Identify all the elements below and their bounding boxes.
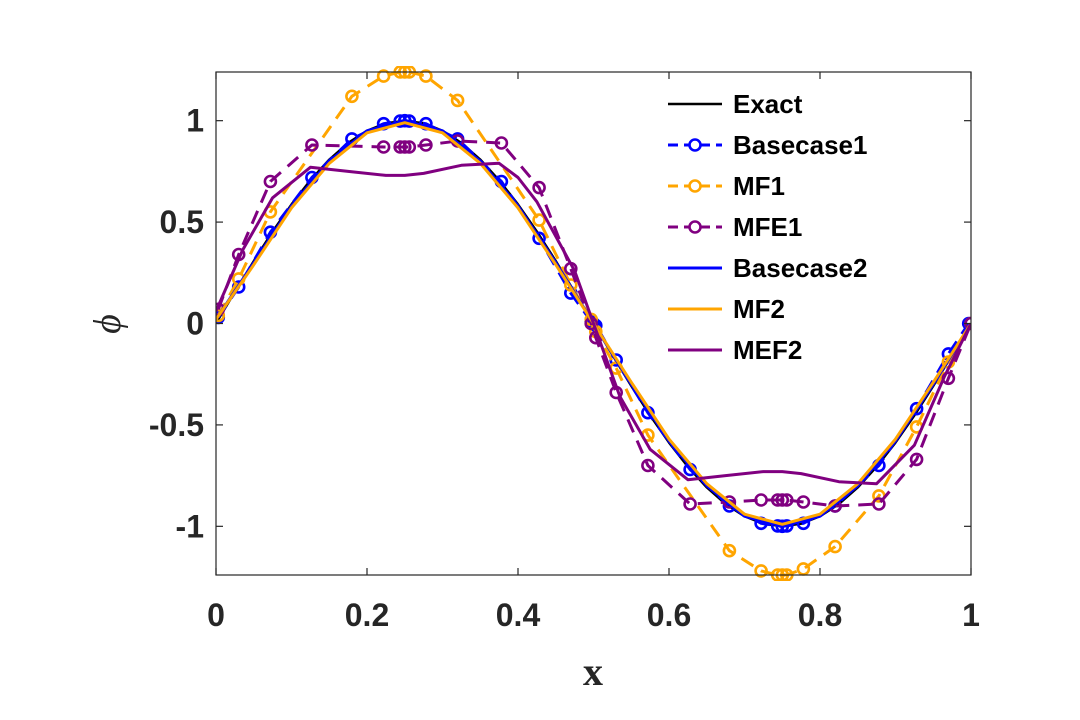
data-point-mfe1 bbox=[402, 140, 417, 154]
data-point-mfe1 bbox=[397, 140, 412, 154]
y-tick-label: 0 bbox=[186, 306, 204, 342]
data-point-mfe1 bbox=[872, 497, 886, 511]
legend-label: MEF2 bbox=[733, 335, 802, 365]
data-point-mfe1 bbox=[775, 493, 790, 507]
y-tick-label: -0.5 bbox=[149, 407, 204, 443]
legend-item-exact: Exact bbox=[668, 89, 803, 119]
x-tick-label: 0.8 bbox=[798, 597, 842, 633]
data-point-mfe1 bbox=[376, 140, 391, 154]
series-line-mef2 bbox=[216, 161, 971, 486]
x-tick-label: 0.4 bbox=[496, 597, 541, 633]
legend-marker bbox=[688, 179, 702, 193]
legend-label: Exact bbox=[733, 89, 803, 119]
data-point-mfe1 bbox=[722, 495, 737, 509]
legend-item-basecase2: Basecase2 bbox=[668, 253, 867, 283]
data-point-mfe1 bbox=[393, 140, 408, 154]
legend-item-mfe1: MFE1 bbox=[668, 212, 802, 242]
legend-item-mf1: MF1 bbox=[668, 171, 785, 201]
data-point-mfe1 bbox=[909, 452, 924, 467]
legend-item-basecase1: Basecase1 bbox=[668, 130, 867, 160]
legend-label: MF1 bbox=[733, 171, 785, 201]
data-point-mf1 bbox=[216, 308, 226, 323]
legend-label: MFE1 bbox=[733, 212, 802, 242]
data-point-mfe1 bbox=[796, 495, 811, 509]
data-point-mf1 bbox=[450, 93, 465, 108]
y-tick-label: -1 bbox=[176, 508, 204, 544]
legend-item-mf2: MF2 bbox=[668, 294, 785, 324]
data-point-mfe1 bbox=[641, 458, 655, 473]
data-point-mfe1 bbox=[263, 174, 278, 189]
series-mef2 bbox=[216, 161, 971, 486]
data-point-mfe1 bbox=[779, 493, 794, 507]
data-point-mfe1 bbox=[494, 136, 509, 150]
ticks-layer: 0 0.2 0.4 0.6 0.8 1 -1 -0.5 0 0.5 1 bbox=[149, 72, 980, 633]
data-point-mfe1 bbox=[532, 180, 546, 195]
legend-item-mef2: MEF2 bbox=[668, 335, 802, 365]
legend: Exact Basecase1 MF1 MFE1 Basecase2 MF2 MEF2 bbox=[668, 89, 867, 365]
series-line-basecase1 bbox=[217, 119, 970, 528]
legend-label: Basecase2 bbox=[733, 253, 867, 283]
data-point-mf1 bbox=[419, 69, 433, 83]
legend-marker bbox=[688, 220, 702, 234]
data-point-mfe1 bbox=[305, 138, 319, 152]
data-point-basecase1 bbox=[909, 401, 924, 416]
data-point-mfe1 bbox=[683, 497, 697, 511]
legend-marker bbox=[688, 138, 702, 152]
data-point-mfe1 bbox=[770, 493, 785, 507]
legend-label: Basecase1 bbox=[733, 130, 867, 160]
data-point-mfe1 bbox=[419, 138, 433, 152]
x-tick-label: 0.2 bbox=[345, 597, 389, 633]
data-point-basecase1 bbox=[532, 231, 546, 246]
x-axis-label: x bbox=[583, 649, 603, 694]
data-point-mf1 bbox=[532, 213, 546, 227]
y-axis-label: ϕ bbox=[87, 314, 129, 334]
data-point-mf1 bbox=[754, 564, 768, 578]
x-tick-label: 0 bbox=[207, 597, 225, 633]
data-point-mf1 bbox=[828, 539, 842, 554]
y-tick-label: 0.5 bbox=[160, 204, 204, 240]
series-mfe1 bbox=[216, 134, 971, 513]
data-point-mf1 bbox=[345, 89, 359, 104]
data-point-mfe1 bbox=[754, 493, 768, 507]
x-tick-label: 0.6 bbox=[647, 597, 691, 633]
x-tick-label: 1 bbox=[962, 597, 980, 633]
data-point-mf1 bbox=[376, 69, 391, 83]
y-tick-label: 1 bbox=[186, 103, 204, 139]
legend-label: MF2 bbox=[733, 294, 785, 324]
data-point-mf1 bbox=[722, 543, 737, 558]
